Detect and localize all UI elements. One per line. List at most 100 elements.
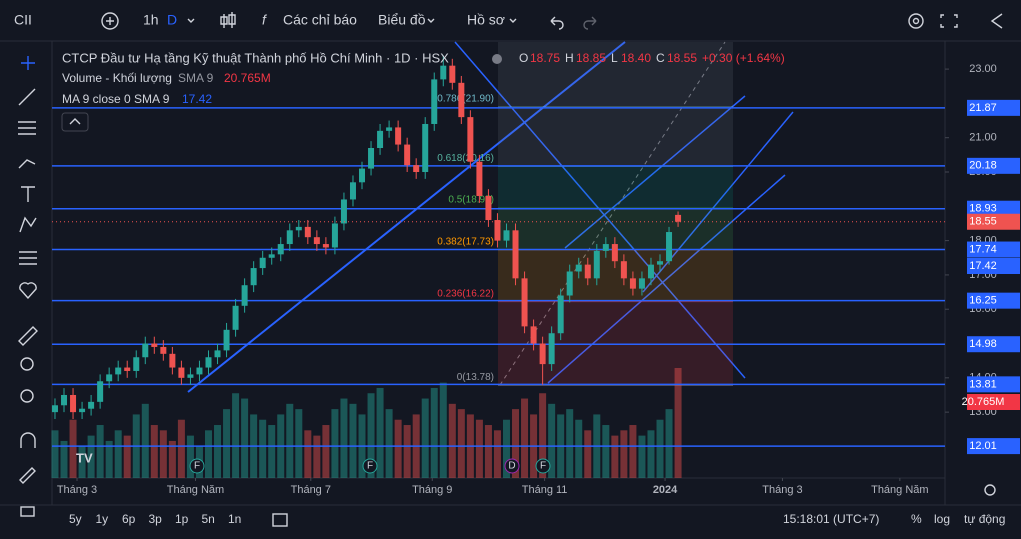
auto-toggle[interactable]: tự động [964,512,1005,526]
candle-body [575,264,582,272]
candle-body [620,261,627,279]
calendar-icon[interactable] [272,513,288,527]
event-marker[interactable] [504,458,520,474]
profile[interactable]: Hồ sơ [467,12,505,28]
add-symbol-icon[interactable] [101,12,119,30]
candle-body [259,257,266,269]
candle-body [467,117,474,162]
volume-bar [223,409,231,478]
fullscreen-icon[interactable] [940,14,958,28]
candle-body [349,182,356,200]
level-label: 20.18 [969,160,997,172]
volume-bar [575,419,583,478]
candle-body [142,343,149,358]
volume-bar [674,368,682,478]
volume-bar [232,393,240,478]
prediction-tool[interactable] [19,251,37,265]
volume-label-box [967,394,1020,410]
ohlc-value: 18.75 [530,51,560,65]
range-button[interactable]: 1n [228,512,241,526]
plot: 0.786(21.90) 0.618(20.16) 0.5(18.95) 0.382(… [51,42,945,478]
volume-bar [123,435,131,478]
range-button[interactable]: 1y [96,512,109,526]
trendline[interactable] [187,41,626,393]
fx-icon[interactable]: f [262,12,268,28]
lock-tool[interactable] [20,506,35,517]
event-label: D [508,461,515,472]
percent-toggle[interactable]: % [911,512,922,526]
ohlc-label: L [611,51,618,65]
candle-body [331,223,338,248]
event-marker[interactable] [189,458,205,474]
range-button[interactable]: 5n [202,512,215,526]
range-button[interactable]: 6p [122,512,136,526]
pattern-tool[interactable] [19,216,37,233]
level-label: 18.93 [969,203,997,215]
price-label: 18.55 [969,216,997,228]
channel-line[interactable] [564,95,746,249]
event-label: F [540,461,546,472]
fib-tool[interactable] [18,121,36,135]
indicators[interactable]: Các chỉ báo [283,12,357,28]
level-label-box [967,200,1020,217]
undo-icon[interactable] [550,16,564,30]
candle-body [214,350,221,358]
level-label: 14.98 [969,338,997,350]
zoom-tool[interactable] [20,357,34,371]
candle-body [187,374,194,378]
event-marker[interactable] [535,458,551,474]
candle-body [395,127,402,145]
icons-tool[interactable] [19,282,37,300]
interval[interactable]: 1h [143,12,159,28]
candle-body [295,226,302,231]
collapse-button[interactable] [61,112,89,132]
fib-label: 0.786(21.90) [437,93,494,104]
chart-menu[interactable]: Biểu đồ [378,12,426,28]
axis-settings-icon[interactable] [984,484,996,496]
channel-line[interactable] [547,174,786,384]
trendline-tool[interactable] [18,88,36,106]
volume-bar [493,430,501,478]
candle-body [377,130,384,148]
chevron[interactable] [187,18,195,23]
event-marker[interactable] [362,458,378,474]
candle-body [322,244,329,248]
crosshair-tool[interactable] [21,56,35,70]
share-icon[interactable] [990,13,1003,29]
channel-line[interactable] [642,111,794,293]
trendline[interactable] [454,41,746,379]
range-button[interactable]: 1p [175,512,189,526]
brush-tool[interactable] [18,159,36,169]
symbol[interactable]: CII [14,12,32,28]
settings-icon[interactable] [908,13,924,29]
range-button[interactable]: 3p [149,512,163,526]
chart-title: CTCP Đầu tư Hạ tầng Kỹ thuật Thành phố H… [62,50,449,65]
range-button[interactable]: 5y [69,512,82,526]
candle-body [268,254,275,258]
text-tool[interactable] [21,186,35,202]
x-tick-label: Tháng 3 [57,484,97,496]
interval-d[interactable]: D [167,12,177,28]
candle-body [476,161,483,197]
candle-body [178,367,185,378]
magnet-tool[interactable] [20,432,36,448]
candle-body [250,268,257,286]
redo-icon[interactable] [583,16,597,30]
level-label: 12.01 [969,440,997,452]
fib-label: 0.618(20.16) [437,153,494,164]
event-label: F [194,461,200,472]
draw-mode-tool[interactable] [19,467,36,484]
level-label-box [967,99,1020,116]
measure-tool[interactable] [18,326,38,346]
ohlc-value: 18.85 [576,51,606,65]
log-toggle[interactable]: log [934,512,950,526]
candle-body [503,230,510,241]
volume-bar [322,425,330,478]
zoom-out-tool[interactable] [20,389,34,403]
chart-type-icon[interactable] [220,12,236,28]
chevron[interactable] [509,18,517,23]
volume-axis-label: 20.765M [962,396,1005,408]
chevron[interactable] [427,18,435,23]
volume-bar [548,403,556,478]
